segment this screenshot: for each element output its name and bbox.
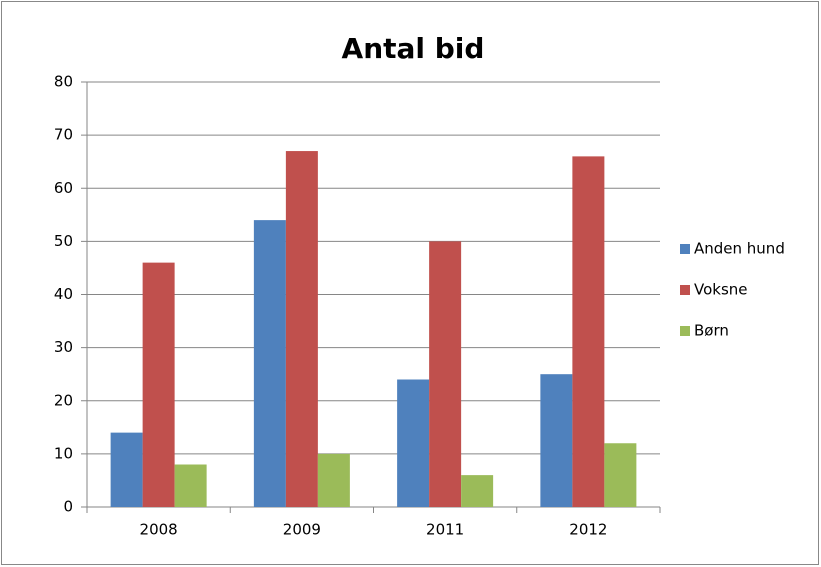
y-tick-label: 50 xyxy=(54,232,73,250)
y-tick-label: 60 xyxy=(54,179,73,197)
y-tick-label: 20 xyxy=(54,391,73,409)
y-tick-label: 30 xyxy=(54,338,73,356)
y-tick-label: 0 xyxy=(63,498,73,516)
bar xyxy=(461,475,494,507)
bar xyxy=(142,262,175,507)
bar xyxy=(317,453,350,507)
x-tick-label: 2012 xyxy=(569,521,607,539)
bar xyxy=(174,464,207,507)
bar xyxy=(429,241,462,507)
y-tick-label: 70 xyxy=(54,126,73,144)
legend-swatch xyxy=(680,285,690,295)
bar xyxy=(540,374,573,507)
y-tick-label: 80 xyxy=(54,73,73,91)
bar xyxy=(110,432,143,507)
bar xyxy=(397,379,430,507)
legend-label: Anden hund xyxy=(694,240,785,258)
y-tick-label: 10 xyxy=(54,444,73,462)
legend-swatch xyxy=(680,244,690,254)
legend-label: Børn xyxy=(694,322,729,340)
bar xyxy=(285,151,318,507)
bar xyxy=(572,156,605,507)
x-tick-label: 2008 xyxy=(140,521,178,539)
bar xyxy=(253,220,286,507)
x-tick-label: 2011 xyxy=(426,521,464,539)
legend-label: Voksne xyxy=(694,281,748,299)
y-tick-label: 40 xyxy=(54,285,73,303)
legend-swatch xyxy=(680,326,690,336)
bar xyxy=(604,443,637,507)
chart-title: Antal bid xyxy=(342,32,485,65)
x-tick-label: 2009 xyxy=(283,521,321,539)
